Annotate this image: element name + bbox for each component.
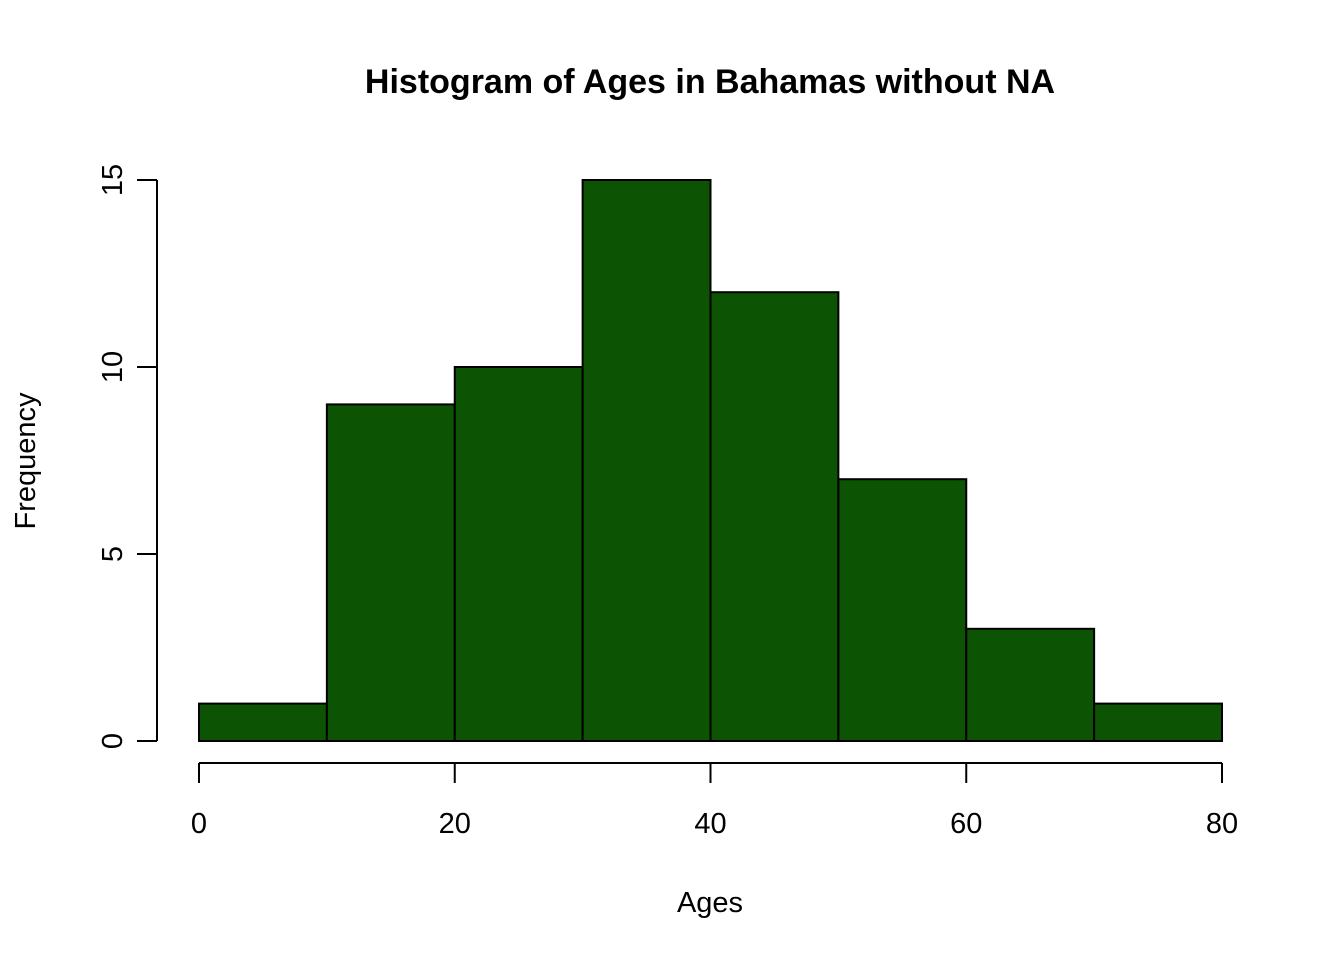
y-tick-label: 15 bbox=[97, 164, 129, 196]
x-tick-label: 20 bbox=[439, 808, 471, 840]
bars-group bbox=[198, 179, 1223, 742]
x-axis-label: Ages bbox=[677, 887, 743, 919]
histogram-bar-30-40 bbox=[581, 179, 712, 742]
histogram-bar-50-60 bbox=[837, 478, 968, 742]
x-axis: 0 20 40 60 80 bbox=[191, 762, 1238, 840]
histogram-bar-20-30 bbox=[453, 366, 584, 742]
histogram-bar-0-10 bbox=[198, 702, 328, 742]
chart-title: Histogram of Ages in Bahamas without NA bbox=[365, 63, 1055, 101]
y-axis: 0 5 10 15 bbox=[97, 164, 158, 749]
x-tick-label: 60 bbox=[950, 808, 982, 840]
y-tick-label: 5 bbox=[97, 546, 129, 562]
y-axis-label: Frequency bbox=[10, 392, 42, 530]
y-tick-label: 10 bbox=[97, 351, 129, 383]
histogram-bar-60-70 bbox=[965, 627, 1096, 742]
x-tick-label: 40 bbox=[694, 808, 726, 840]
x-tick-label: 80 bbox=[1206, 808, 1238, 840]
x-tick-label: 0 bbox=[191, 808, 207, 840]
y-tick-label: 0 bbox=[97, 733, 129, 749]
histogram-bar-40-50 bbox=[709, 291, 840, 742]
histogram-bar-10-20 bbox=[325, 403, 456, 742]
histogram-bar-70-80 bbox=[1093, 702, 1223, 742]
